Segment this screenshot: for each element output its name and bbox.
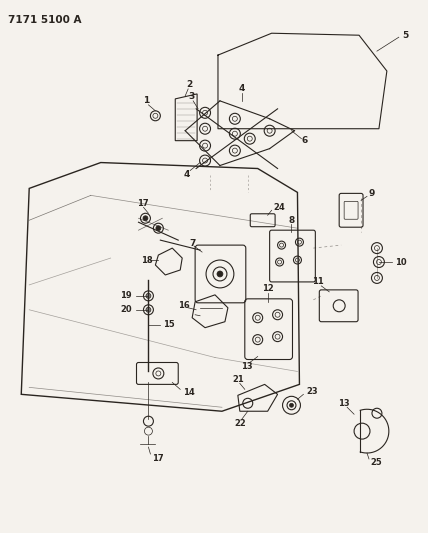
Text: 13: 13 (241, 362, 253, 371)
Text: 7: 7 (189, 239, 195, 248)
Text: 23: 23 (306, 387, 318, 396)
Text: 18: 18 (141, 255, 152, 264)
Text: 17: 17 (137, 199, 148, 208)
Text: 11: 11 (312, 277, 324, 286)
Text: 7171 5100 A: 7171 5100 A (8, 15, 82, 25)
Circle shape (143, 216, 148, 221)
Text: 15: 15 (163, 320, 175, 329)
Circle shape (289, 403, 294, 407)
Text: 5: 5 (402, 31, 408, 40)
Text: 19: 19 (120, 292, 131, 301)
Text: 22: 22 (234, 419, 246, 427)
Text: 14: 14 (183, 388, 195, 397)
Text: 16: 16 (178, 301, 190, 310)
Text: 20: 20 (120, 305, 131, 314)
Text: 6: 6 (301, 136, 308, 145)
Circle shape (217, 271, 223, 277)
Circle shape (146, 293, 151, 298)
Text: 2: 2 (186, 80, 192, 90)
Text: 4: 4 (239, 84, 245, 93)
Text: 10: 10 (395, 257, 407, 266)
Text: 13: 13 (339, 399, 350, 408)
Text: 3: 3 (188, 92, 194, 101)
Circle shape (156, 225, 161, 231)
Circle shape (146, 308, 151, 312)
Text: 17: 17 (152, 455, 164, 464)
Text: 21: 21 (232, 375, 244, 384)
Text: 8: 8 (288, 216, 294, 225)
Text: 25: 25 (370, 458, 382, 467)
Text: 12: 12 (262, 285, 273, 293)
Text: 4: 4 (184, 170, 190, 179)
Text: 1: 1 (143, 96, 149, 106)
Text: 24: 24 (273, 203, 285, 212)
Text: 9: 9 (369, 189, 375, 198)
